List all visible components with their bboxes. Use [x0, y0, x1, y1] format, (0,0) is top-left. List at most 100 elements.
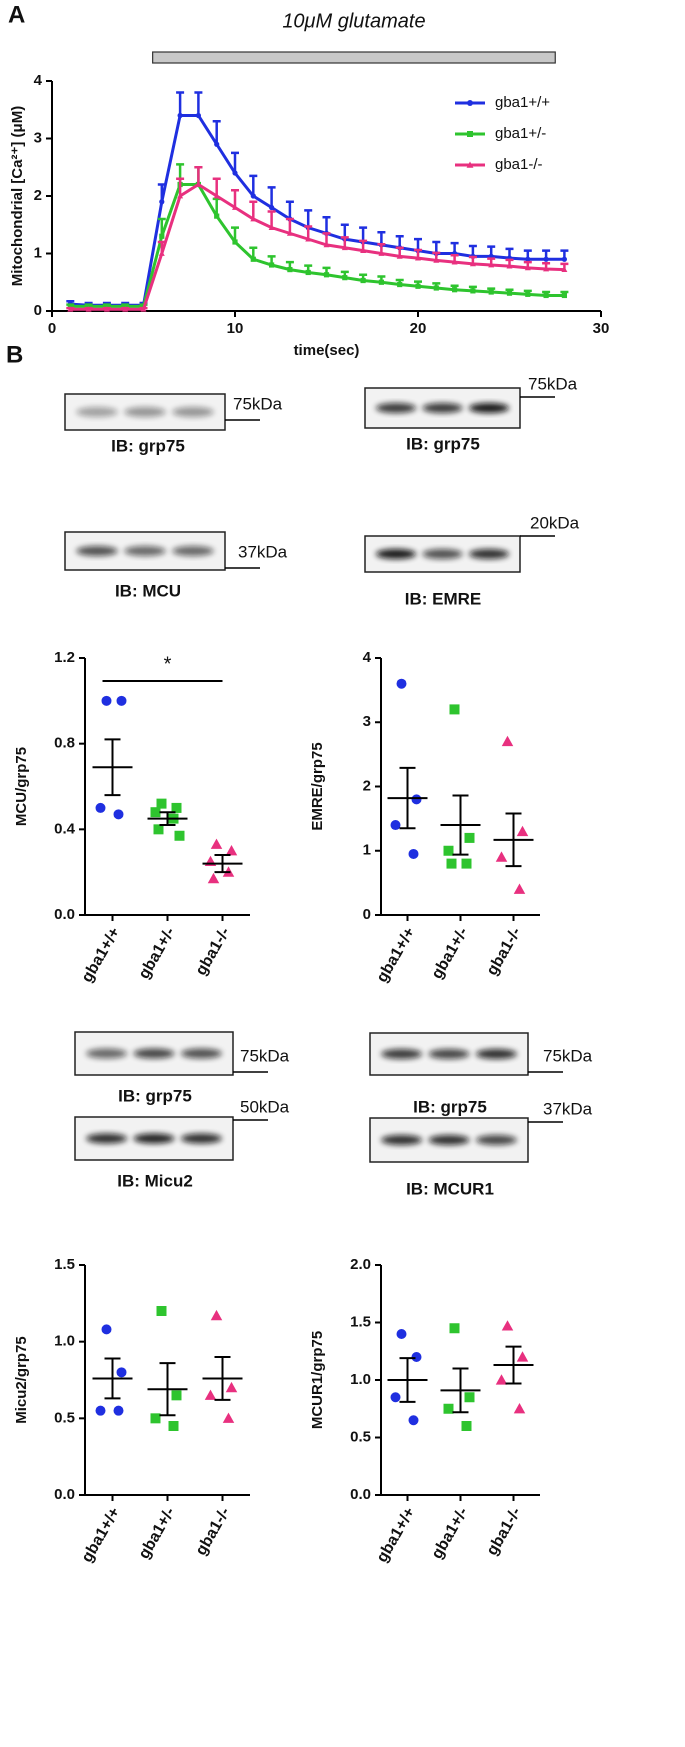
- marker: [225, 845, 238, 856]
- blot-band: [375, 403, 417, 413]
- marker: [207, 872, 220, 884]
- error-bar: [214, 1356, 231, 1401]
- x-tick-label: gba1+/-: [136, 1505, 179, 1562]
- y-tick-label: 0.4: [54, 820, 76, 837]
- series-line: [70, 114, 565, 307]
- marker: [506, 290, 513, 296]
- significance-label: *: [164, 653, 172, 675]
- marker: [396, 253, 403, 259]
- marker: [305, 269, 311, 276]
- error-bar: [452, 1367, 469, 1414]
- marker: [168, 1421, 179, 1431]
- marker: [113, 1405, 124, 1416]
- y-tick-label: 1: [363, 842, 371, 859]
- marker: [524, 264, 531, 271]
- panel-label: A: [8, 1, 25, 28]
- marker: [210, 838, 223, 849]
- marker: [95, 1405, 106, 1416]
- marker: [210, 1309, 223, 1321]
- series-line: [70, 182, 565, 311]
- marker: [415, 283, 421, 289]
- y-tick-label: 1.2: [54, 649, 75, 666]
- y-tick-label: 2: [363, 777, 371, 794]
- y-axis-label: MCU/grp75: [13, 747, 30, 826]
- error-bar: [505, 1345, 522, 1385]
- blot-band: [180, 1048, 222, 1059]
- error-bar: [267, 186, 276, 208]
- blot-label: IB: EMRE: [405, 589, 482, 608]
- blot-band: [86, 1133, 128, 1144]
- marker: [116, 695, 127, 706]
- x-tick-label: gba1+/-: [429, 1505, 472, 1562]
- marker: [396, 678, 407, 689]
- kda-label: 75kDa: [233, 394, 283, 413]
- y-tick-label: 1.0: [350, 1371, 371, 1388]
- marker: [390, 1392, 401, 1403]
- annotation-text: 10μM glutamate: [282, 10, 425, 32]
- marker: [408, 1415, 419, 1426]
- marker: [250, 256, 256, 262]
- marker: [433, 257, 440, 263]
- marker: [467, 131, 473, 137]
- marker: [449, 704, 460, 715]
- blot-band: [86, 1048, 128, 1059]
- marker: [561, 256, 568, 262]
- y-tick-label: 1.5: [54, 1256, 75, 1273]
- marker: [213, 193, 220, 199]
- blot-band: [76, 546, 118, 556]
- marker: [397, 281, 403, 288]
- y-tick-label: 0.0: [54, 906, 75, 923]
- marker: [156, 798, 167, 809]
- error-bar: [194, 91, 203, 116]
- marker: [433, 285, 439, 291]
- marker: [516, 825, 529, 837]
- y-tick-label: 1: [34, 244, 42, 261]
- marker: [451, 259, 458, 265]
- blot-label: IB: Micu2: [117, 1171, 193, 1190]
- marker: [561, 266, 568, 272]
- marker: [269, 262, 275, 268]
- marker: [286, 230, 293, 236]
- error-bar: [399, 766, 416, 830]
- x-tick-label: gba1+/-: [136, 925, 179, 982]
- marker: [171, 802, 182, 813]
- marker: [158, 250, 165, 256]
- blot-band: [76, 407, 118, 417]
- y-tick-label: 2.0: [350, 1256, 371, 1273]
- blot-band: [133, 1133, 175, 1144]
- y-tick-label: 1.0: [54, 1333, 75, 1350]
- marker: [159, 233, 165, 239]
- y-tick-label: 4: [363, 649, 372, 666]
- blot-band: [172, 407, 214, 417]
- marker: [469, 260, 476, 267]
- y-tick-label: 4: [34, 72, 43, 89]
- marker: [543, 266, 550, 272]
- marker: [225, 1381, 238, 1393]
- marker: [140, 306, 147, 312]
- x-tick-label: gba1-/-: [193, 1505, 234, 1559]
- y-tick-label: 1.5: [350, 1313, 371, 1330]
- marker: [195, 112, 201, 119]
- x-tick-label: gba1+/+: [79, 925, 124, 986]
- blot-band: [422, 549, 463, 559]
- y-tick-label: 2: [34, 187, 42, 204]
- marker: [488, 289, 494, 295]
- kda-label: 50kDa: [240, 1097, 290, 1116]
- kda-label: 37kDa: [238, 542, 288, 561]
- marker: [95, 802, 106, 813]
- error-bar: [285, 200, 294, 219]
- blot-band: [475, 1049, 517, 1059]
- marker: [516, 1351, 529, 1362]
- blot-band: [124, 546, 166, 556]
- marker: [411, 794, 422, 805]
- y-tick-label: 0.8: [54, 735, 75, 752]
- error-bar: [212, 120, 221, 145]
- kda-label: 20kDa: [530, 513, 580, 532]
- x-tick-label: 20: [410, 320, 427, 337]
- blot-band: [375, 549, 417, 559]
- treatment-bar: [152, 51, 556, 64]
- y-tick-label: 0: [363, 906, 371, 923]
- marker: [342, 275, 348, 281]
- error-bar: [104, 738, 121, 797]
